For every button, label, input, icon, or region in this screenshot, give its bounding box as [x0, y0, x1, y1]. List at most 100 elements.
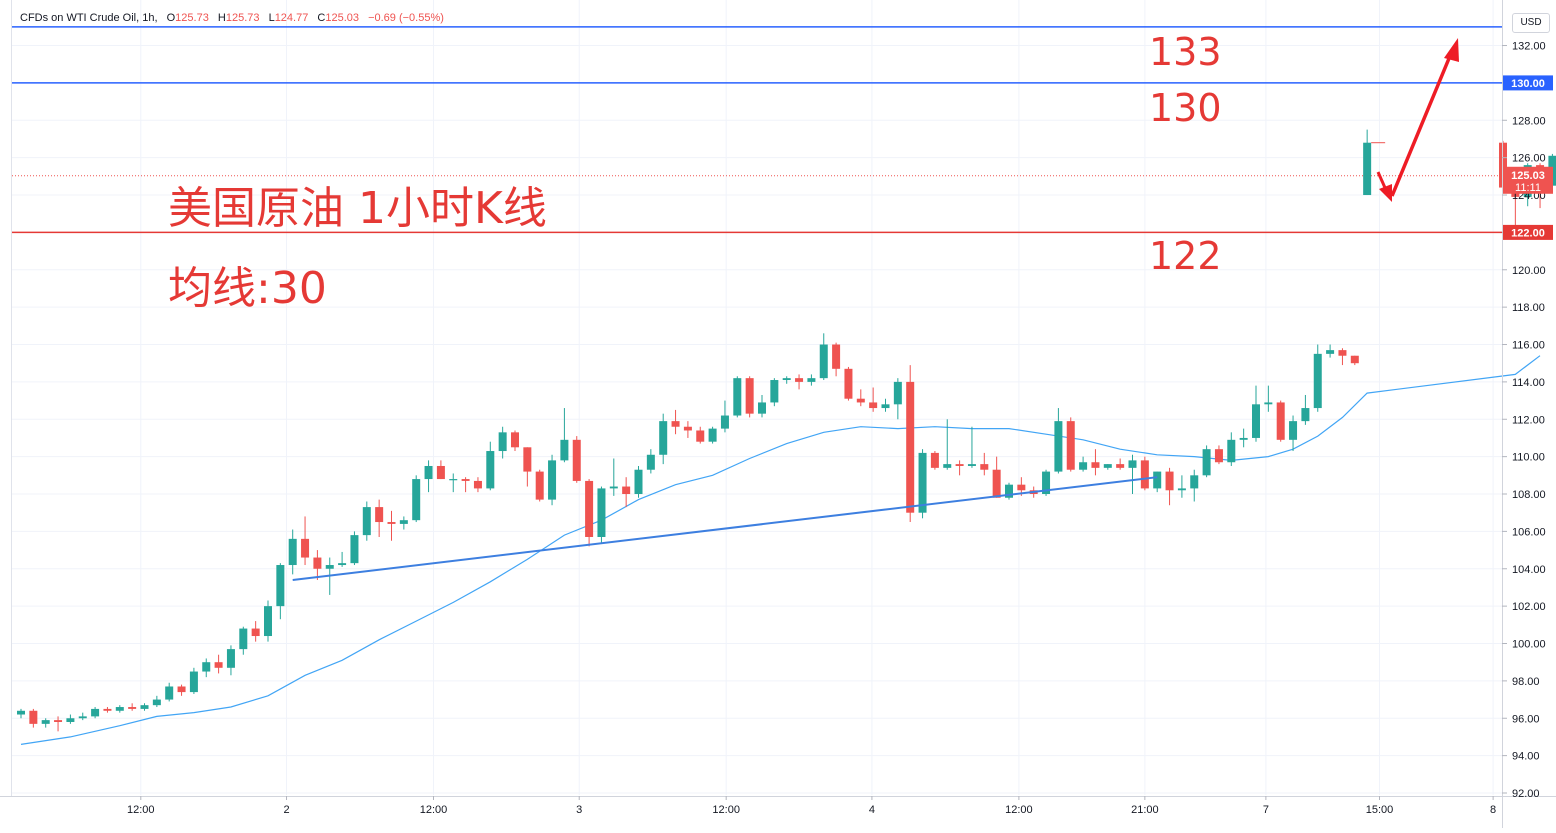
- candle-body: [461, 479, 470, 481]
- high-label: H: [217, 12, 226, 24]
- candle: [17, 708, 25, 719]
- annotation-level-133: 133: [1149, 30, 1222, 74]
- candle: [980, 452, 989, 476]
- trendline-group: [292, 476, 1158, 581]
- candle-body: [980, 464, 989, 470]
- candle: [313, 550, 322, 580]
- candle: [1289, 415, 1298, 452]
- candle-body: [140, 705, 149, 709]
- candle-body: [844, 368, 853, 399]
- candle: [1338, 348, 1347, 366]
- symbol-label[interactable]: CFDs on WTI Crude Oil, 1h,: [20, 12, 158, 24]
- candle: [91, 707, 100, 719]
- candle: [461, 477, 470, 493]
- candle: [634, 465, 643, 498]
- candle-body: [66, 718, 75, 722]
- candle: [375, 499, 384, 537]
- candle-body: [1363, 142, 1372, 196]
- x-tick-label: 8: [1490, 804, 1496, 816]
- close-label: C: [317, 12, 326, 24]
- y-tick-label: 108.00: [1512, 489, 1546, 501]
- candle-body: [41, 720, 50, 724]
- candle-body: [251, 628, 260, 637]
- arrow-up-shaft: [1390, 55, 1452, 197]
- candle-body: [832, 344, 841, 369]
- candle-body: [1202, 449, 1211, 476]
- candle: [1214, 445, 1223, 465]
- candle-body: [585, 480, 594, 537]
- candle: [350, 531, 359, 566]
- candle-body: [548, 460, 557, 500]
- candle: [1116, 458, 1125, 470]
- currency-button[interactable]: USD: [1512, 13, 1550, 33]
- candle-body: [449, 479, 458, 481]
- candle-body: [1017, 484, 1026, 491]
- candle: [1140, 456, 1149, 491]
- y-tick-label: 118.00: [1512, 302, 1545, 314]
- candle-body: [943, 464, 952, 468]
- candle: [66, 714, 75, 724]
- candle: [226, 645, 235, 676]
- candle: [1301, 394, 1310, 425]
- candle-body: [276, 565, 285, 607]
- chart-annotation-ma: 均线:30: [168, 263, 327, 314]
- candle: [1239, 428, 1248, 448]
- y-tick-label: 128.00: [1512, 115, 1546, 127]
- grid: [12, 0, 1502, 795]
- candle-body: [54, 720, 63, 722]
- candle: [622, 477, 631, 508]
- candle-body: [165, 686, 174, 700]
- candle-body: [511, 432, 519, 448]
- candle: [720, 400, 729, 433]
- candle-body: [412, 479, 421, 521]
- candle: [782, 376, 791, 384]
- candle-body: [745, 378, 754, 414]
- candle-body: [91, 708, 100, 717]
- candle: [264, 600, 272, 642]
- candle: [1227, 432, 1236, 466]
- candle-body: [1079, 462, 1088, 470]
- candle: [436, 460, 445, 480]
- x-tick-label: 12:00: [420, 804, 448, 816]
- candle-body: [893, 381, 902, 405]
- candle-body: [906, 381, 915, 513]
- horizontal-lines: [12, 26, 1502, 234]
- candle: [683, 421, 692, 438]
- annotation-level-130: 130: [1149, 86, 1222, 130]
- candle: [967, 426, 976, 468]
- candle-body: [535, 471, 544, 500]
- candle-body: [387, 522, 396, 524]
- arrow-up-head: [1444, 38, 1459, 62]
- open-value: 125.73: [175, 12, 209, 24]
- candle-body: [1313, 353, 1322, 409]
- candle: [881, 398, 890, 412]
- candle-body: [264, 606, 272, 637]
- candle-body: [362, 507, 371, 536]
- candle-body: [523, 447, 532, 472]
- candle-body: [696, 430, 705, 442]
- candle-body: [239, 628, 248, 650]
- x-tick-label: 12:00: [127, 804, 155, 816]
- x-tick-label: 7: [1263, 804, 1269, 816]
- candle: [807, 374, 816, 386]
- candle: [239, 626, 248, 655]
- candle: [177, 684, 186, 696]
- high-value: 125.73: [225, 12, 260, 24]
- candle-body: [770, 380, 779, 403]
- x-tick-label: 15:00: [1366, 804, 1394, 816]
- candle: [288, 529, 297, 575]
- candle-body: [1239, 437, 1248, 440]
- candle-body: [202, 662, 211, 672]
- candle: [152, 695, 161, 708]
- candle: [819, 333, 828, 381]
- candle-body: [1190, 475, 1199, 489]
- candle-body: [955, 464, 964, 466]
- candle: [486, 441, 495, 491]
- level-tag-label-support: 122.00: [1511, 227, 1545, 239]
- candle-body: [683, 426, 692, 431]
- candle-body: [152, 699, 161, 706]
- candle: [930, 451, 939, 470]
- candle-body: [708, 428, 717, 442]
